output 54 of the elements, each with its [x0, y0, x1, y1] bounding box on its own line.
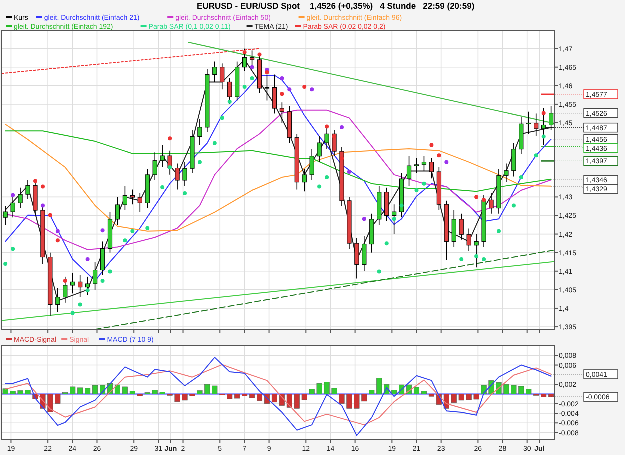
candlestick	[354, 238, 360, 280]
candlestick	[92, 262, 98, 290]
candlestick	[228, 78, 232, 105]
candlestick	[212, 61, 218, 83]
candlestick	[542, 108, 546, 146]
candlestick	[86, 276, 90, 296]
candlestick	[534, 113, 539, 136]
candlestick	[63, 276, 68, 304]
chart-title: EURUSD - EUR/USD Spot	[197, 1, 300, 11]
candlestick	[452, 210, 456, 248]
candlestick	[512, 143, 516, 178]
candlestick	[406, 156, 412, 186]
candlestick	[429, 158, 434, 180]
candlestick	[489, 193, 494, 214]
candlestick	[302, 168, 307, 192]
candlestick	[384, 188, 390, 222]
candlestick	[198, 118, 202, 146]
candlestick	[115, 196, 120, 226]
candlestick	[310, 148, 314, 181]
candlestick	[317, 136, 322, 162]
bar	[414, 387, 420, 394]
candlestick	[466, 228, 472, 252]
candlestick	[549, 106, 554, 131]
candlestick	[422, 156, 427, 172]
candlestick	[474, 234, 479, 268]
bar	[114, 384, 120, 394]
candlestick	[56, 288, 60, 313]
candlestick	[3, 206, 8, 226]
candlestick	[78, 274, 83, 298]
candlestick	[18, 188, 23, 209]
candlestick	[175, 163, 180, 190]
candlestick	[459, 213, 464, 240]
candlestick	[70, 272, 76, 294]
candlestick	[272, 74, 278, 114]
candlestick	[130, 189, 135, 206]
candlestick	[414, 158, 420, 174]
bar	[256, 394, 263, 402]
candlestick	[122, 186, 128, 211]
candlestick	[324, 126, 330, 150]
candlestick	[182, 162, 188, 186]
candlestick	[526, 111, 532, 135]
bar	[250, 394, 256, 398]
chart-subtitle: 1,4526 (+0,35%) 4 Stunde 22:59 (20:59)	[310, 1, 475, 11]
candlestick	[26, 180, 30, 200]
candlestick	[362, 236, 367, 272]
candlestick	[152, 152, 158, 181]
candlestick	[138, 193, 142, 212]
bar	[421, 391, 427, 394]
candlestick	[280, 102, 284, 124]
candlestick	[160, 144, 165, 168]
candlestick	[100, 241, 106, 276]
candlestick	[220, 63, 225, 90]
candlestick	[504, 163, 509, 183]
candlestick	[392, 204, 397, 235]
